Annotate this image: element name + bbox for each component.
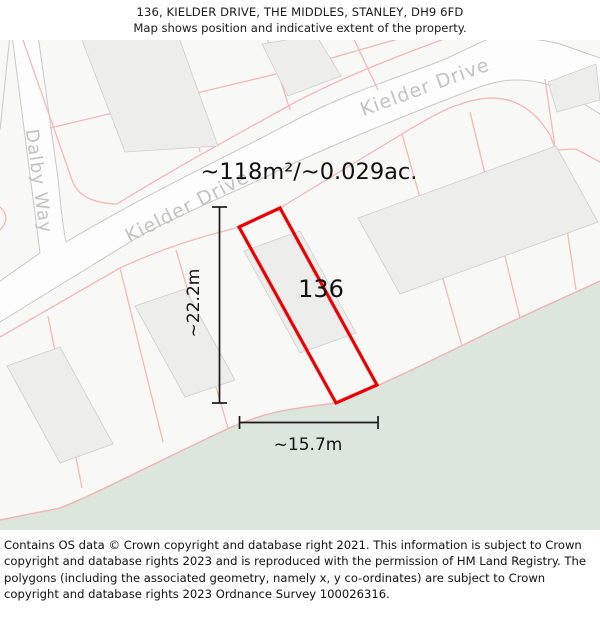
map-subtitle: Map shows position and indicative extent… <box>133 21 467 35</box>
building <box>261 40 342 97</box>
road-kielder-drive <box>0 40 600 322</box>
copyright-notice: Contains OS data © Crown copyright and d… <box>4 538 586 602</box>
property-boundary-136 <box>236 205 380 406</box>
building-136 <box>243 230 357 354</box>
dimension-label-vertical: ~22.2m <box>184 269 204 338</box>
building-terrace <box>357 145 599 295</box>
road-dalby-way <box>12 40 66 253</box>
dimension-label-horizontal: ~15.7m <box>274 435 343 455</box>
building-footprints <box>6 40 600 464</box>
map-header: 136, KIELDER DRIVE, THE MIDDLES, STANLEY… <box>0 0 600 40</box>
building <box>6 346 114 464</box>
road-edges <box>0 40 600 323</box>
plot-number-label: 136 <box>298 275 344 303</box>
area-label: ~118m²/~0.029ac. <box>201 159 418 185</box>
property-address-title: 136, KIELDER DRIVE, THE MIDDLES, STANLEY… <box>136 5 464 19</box>
building <box>547 63 600 113</box>
map-svg: Kielder Drive Kielder Drive Dalby Way ~1… <box>0 40 600 530</box>
building <box>134 288 236 398</box>
map-footer: Contains OS data © Crown copyright and d… <box>0 530 600 625</box>
building <box>81 40 219 153</box>
dimension-lines <box>212 206 379 429</box>
map-canvas: Kielder Drive Kielder Drive Dalby Way ~1… <box>0 40 600 530</box>
